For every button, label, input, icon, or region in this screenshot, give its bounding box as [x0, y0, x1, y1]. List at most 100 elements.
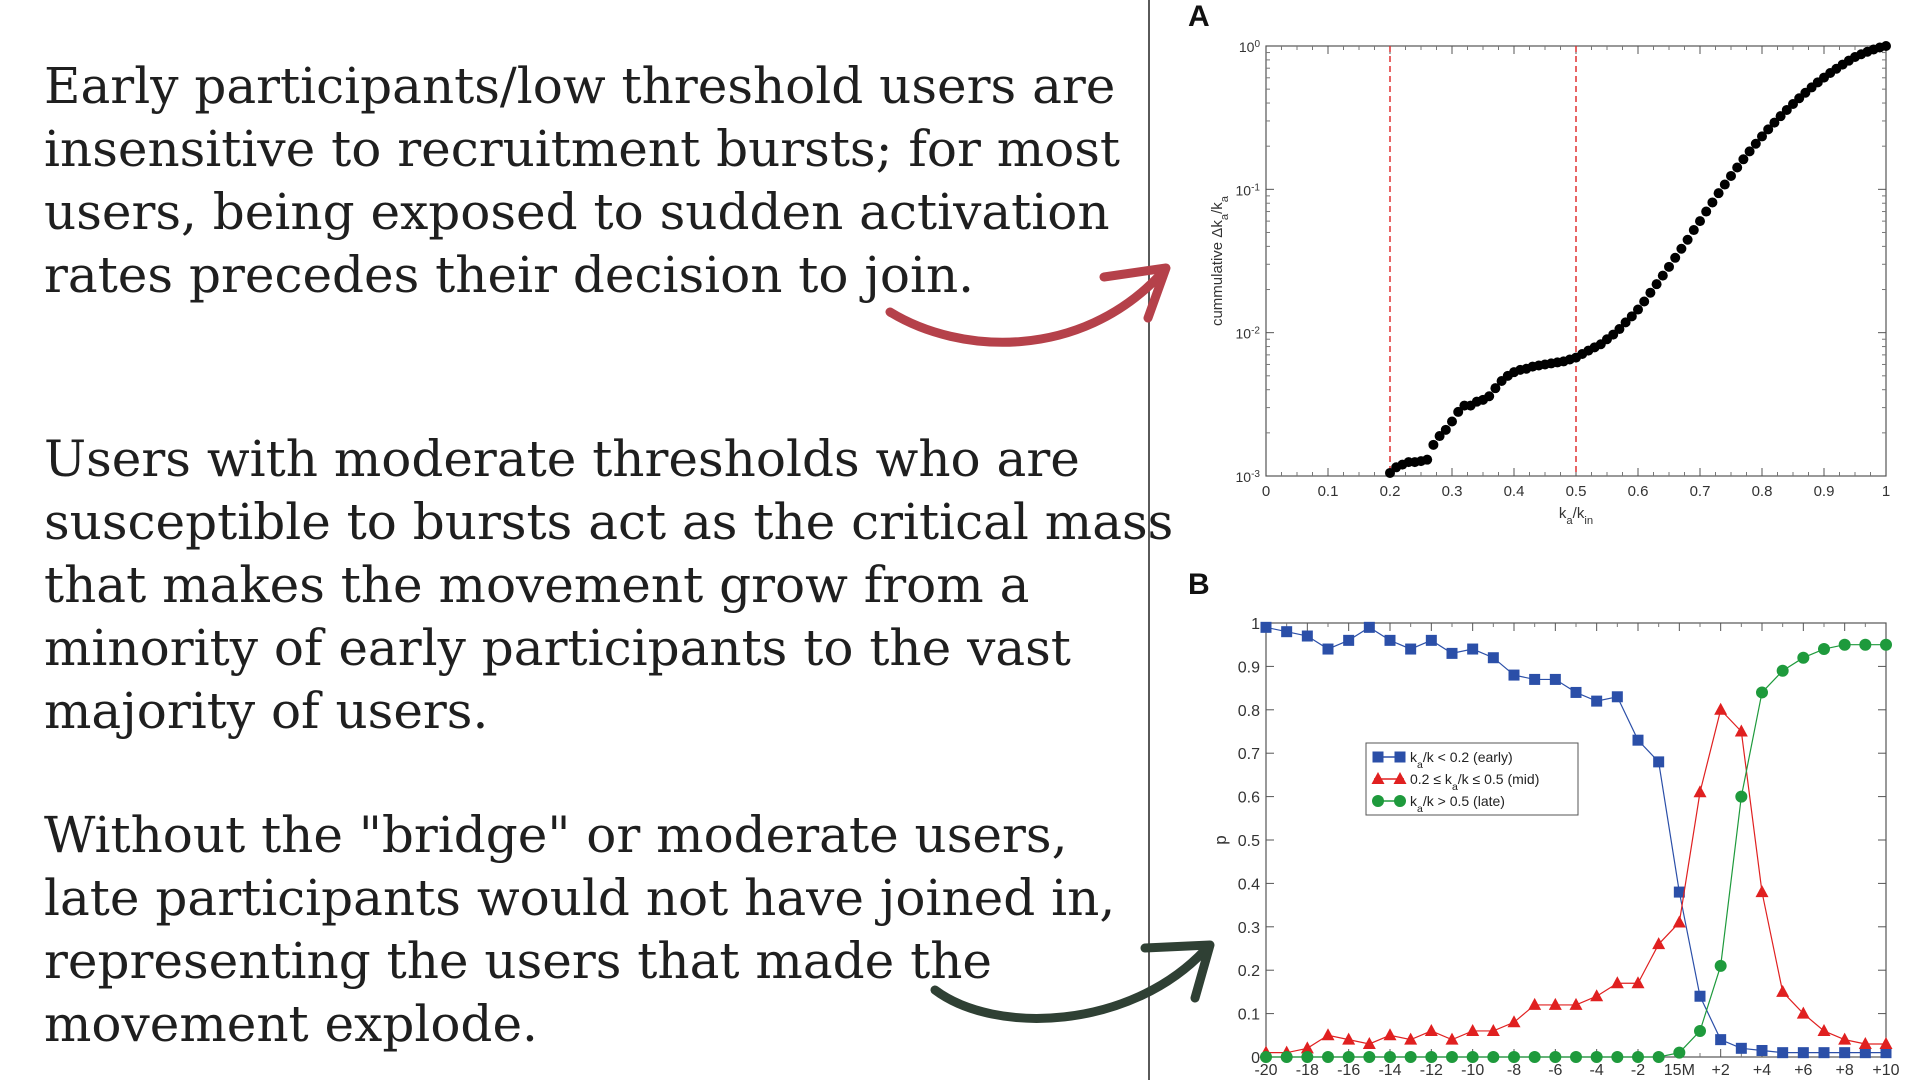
data-point — [1732, 162, 1743, 173]
x-tick-label: -4 — [1590, 1062, 1604, 1079]
data-point — [1446, 647, 1458, 659]
y-tick-label: 0.7 — [1238, 746, 1260, 763]
data-point — [1342, 1032, 1356, 1045]
data-point — [1757, 131, 1767, 142]
data-point — [1549, 1051, 1562, 1063]
data-point — [1744, 146, 1755, 157]
data-point — [1590, 1051, 1603, 1063]
y-tick-label: 100 — [1239, 39, 1261, 56]
data-point — [1632, 1051, 1644, 1063]
data-point — [1632, 734, 1644, 746]
text-line: that makes the movement grow from a — [44, 556, 1030, 614]
x-tick-label: -16 — [1337, 1062, 1360, 1079]
data-point — [1734, 724, 1748, 737]
data-point — [1797, 1047, 1809, 1059]
data-point — [1818, 1047, 1830, 1059]
data-point — [1676, 243, 1687, 254]
chart-panel-a: 0 0.1 0.2 0.3 0.4 0.5 0.6 0.7 0.8 0.9 1 10-3 10-2 10-… — [1190, 0, 1920, 560]
data-point — [1694, 1024, 1706, 1037]
data-point — [1466, 1023, 1480, 1036]
data-point — [1652, 937, 1666, 950]
x-tick-label: -20 — [1254, 1062, 1277, 1079]
data-point — [1447, 416, 1457, 427]
data-point — [1434, 431, 1445, 442]
chart-panel-b: 0 0.1 0.2 0.3 0.4 0.5 0.6 0.7 0.8 0.9 1 -20 -18 -16 -1… — [1190, 570, 1920, 1080]
x-tick-label: +6 — [1794, 1062, 1812, 1079]
y-tick-label: 10-1 — [1236, 182, 1261, 199]
data-point — [1508, 1051, 1520, 1063]
x-tick-label: 0.5 — [1566, 483, 1587, 500]
x-tick-label: 0.4 — [1504, 483, 1525, 500]
arrow-head-icon — [1099, 263, 1171, 323]
data-point — [1425, 634, 1437, 646]
data-point — [1425, 1051, 1438, 1063]
data-point — [1769, 117, 1780, 128]
data-point — [1363, 1051, 1376, 1063]
data-point — [1738, 154, 1749, 165]
legend-marker — [1393, 772, 1407, 784]
vertical-divider — [1148, 0, 1150, 1080]
data-point — [1384, 634, 1396, 646]
data-point — [1776, 984, 1790, 997]
x-tick-label: +2 — [1712, 1062, 1730, 1079]
x-tick-label: 0.3 — [1442, 483, 1463, 500]
data-point — [1639, 296, 1650, 307]
data-point — [1467, 643, 1479, 655]
x-tick-label: -18 — [1296, 1062, 1319, 1079]
data-point — [1796, 1006, 1810, 1019]
data-point — [1453, 406, 1464, 417]
text-line: representing the users that made the — [44, 932, 992, 990]
data-point — [1859, 638, 1872, 651]
data-point — [1404, 1051, 1417, 1063]
data-point — [1673, 1046, 1686, 1059]
data-point — [1775, 111, 1786, 122]
x-tick-label: 1 — [1882, 483, 1890, 500]
data-point — [1445, 1032, 1459, 1045]
data-point — [1548, 997, 1562, 1010]
data-point — [1384, 1051, 1396, 1063]
x-tick-label: -8 — [1507, 1062, 1521, 1079]
data-point — [1688, 225, 1699, 236]
legend-marker — [1372, 751, 1384, 763]
data-point — [1570, 686, 1582, 698]
data-point — [1322, 643, 1334, 655]
arrow-to-chart-a — [885, 270, 1165, 347]
y-tick-label: 0.6 — [1238, 790, 1260, 807]
data-point — [1569, 997, 1583, 1010]
data-point — [1838, 1032, 1852, 1045]
x-tick-label: -14 — [1378, 1062, 1401, 1079]
paragraph-early-participants: Early participants/low threshold users a… — [44, 55, 1124, 307]
data-point — [1570, 1051, 1582, 1063]
text-line: majority of users. — [44, 682, 489, 740]
x-tick-label: 0.7 — [1690, 483, 1711, 500]
legend-label: ka/k < 0.2 (early) — [1410, 749, 1513, 771]
data-point — [1750, 138, 1761, 149]
data-point — [1614, 324, 1625, 335]
y-tick-label: 0.9 — [1238, 659, 1260, 676]
text-line: movement explode. — [44, 995, 538, 1053]
legend-label: 0.2 ≤ ka/k ≤ 0.5 (mid) — [1410, 771, 1539, 793]
data-point — [1657, 270, 1668, 281]
paragraph-moderate-users: Users with moderate thresholds who are s… — [44, 428, 1173, 743]
text-line: Without the "bridge" or moderate users, — [44, 806, 1068, 864]
y-tick-label: 0.5 — [1238, 833, 1260, 850]
y-tick-label: 1 — [1251, 616, 1260, 633]
cumulative-threshold-chart: 0 0.1 0.2 0.3 0.4 0.5 0.6 0.7 0.8 0.9 1 10-3 10-2 10-… — [1209, 39, 1891, 527]
data-point — [1486, 1023, 1500, 1036]
x-tick-label: -10 — [1461, 1062, 1484, 1079]
data-point — [1735, 1042, 1747, 1054]
legend-marker — [1372, 795, 1384, 807]
data-point — [1422, 454, 1433, 465]
x-tick-label: 0.8 — [1752, 483, 1773, 500]
data-point — [1777, 1047, 1789, 1059]
arrow-to-chart-b — [930, 945, 1210, 1023]
data-point — [1781, 104, 1792, 115]
data-point — [1719, 179, 1730, 190]
data-point — [1714, 959, 1727, 972]
data-point — [1672, 915, 1686, 928]
text-line: rates precedes their decision to join. — [44, 246, 975, 304]
data-point — [1797, 651, 1810, 664]
data-point — [1528, 1051, 1541, 1063]
data-point — [1363, 621, 1375, 633]
